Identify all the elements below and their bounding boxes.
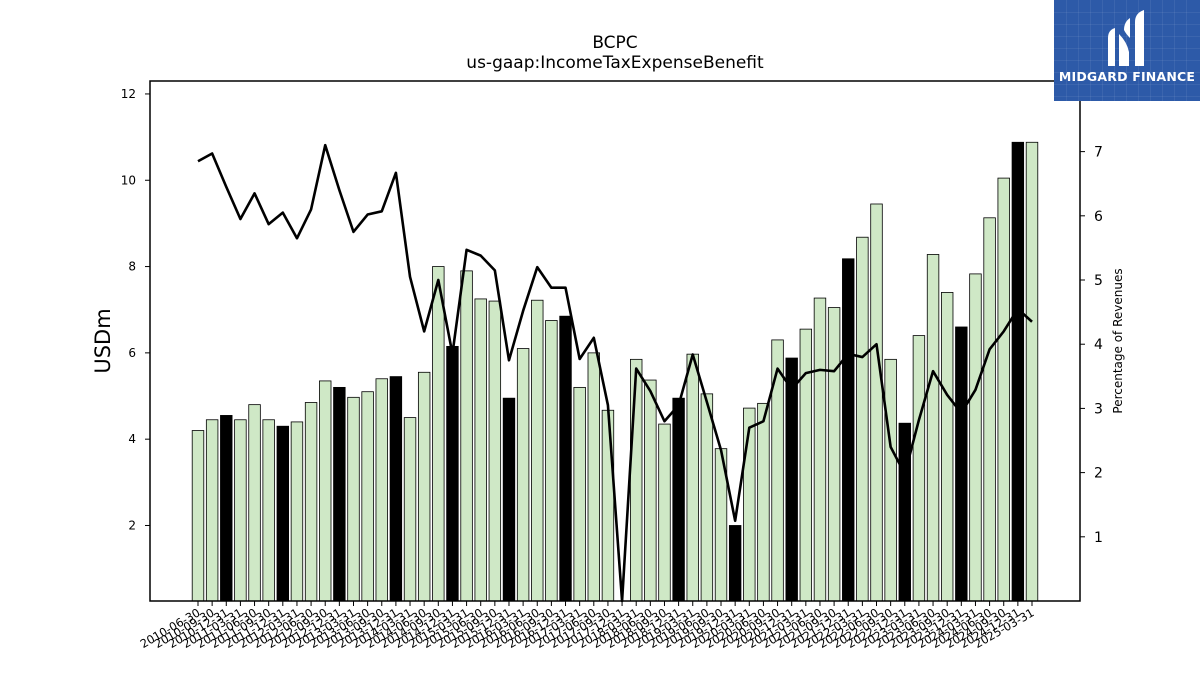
chart-subtitle: us-gaap:IncomeTaxExpenseBenefit [466,53,764,73]
bar [347,396,360,602]
bar [1011,141,1025,602]
bar [644,379,657,602]
bar [375,378,388,602]
y2-axis-label: Percentage of Revenues [1111,268,1125,413]
y-tick-label: 2 [128,518,136,532]
bar [290,421,304,602]
midgard-m-logo-icon [1108,10,1144,66]
bar [488,300,502,602]
bar [969,273,982,602]
brand-name: MIDGARD FINANCE [1058,69,1196,84]
bar [686,353,699,602]
x-axis: 2010-06-302010-09-302010-12-312011-03-31… [138,601,1037,651]
y2-tick-label: 4 [1094,337,1103,353]
bar [502,397,516,602]
bar [417,371,431,602]
bar [220,415,233,602]
bar [262,419,275,602]
bar [728,525,742,602]
chart-title: BCPC [592,33,637,53]
y2-tick-label: 5 [1094,273,1103,289]
bar [304,402,318,602]
bar [432,266,445,602]
bar [587,352,600,602]
bar [545,320,558,602]
bar [1025,141,1039,602]
bar [516,348,530,602]
y-tick-label: 10 [121,173,136,187]
y2-tick-label: 3 [1094,401,1103,417]
bar [672,397,685,602]
bar [912,335,926,602]
bar [898,422,911,602]
y2-tick-label: 7 [1094,145,1103,161]
bar [658,423,671,602]
bar [446,345,459,602]
bar [997,177,1010,602]
series-line [197,143,1033,603]
y-axis-left: 2 4 6 8 10 12 [121,87,150,532]
y2-tick-label: 6 [1094,209,1103,225]
bar [856,236,869,602]
y-tick-label: 12 [121,87,136,101]
bar [389,376,403,602]
brand-logo-box: MIDGARD FINANCE [1054,0,1200,101]
bar [743,407,756,602]
bar [955,326,968,602]
bar [827,307,841,602]
bar [234,419,247,602]
bar [474,298,487,602]
bar [983,217,996,602]
y-tick-label: 6 [128,346,136,360]
bar [276,425,290,602]
bar [248,404,261,602]
bar [700,393,714,602]
plot-frame [149,80,1081,602]
bar [601,409,615,602]
bar [926,254,940,602]
bar [531,299,544,602]
bar [319,380,332,602]
bar [205,419,219,602]
bar [757,402,770,602]
y2-tick-label: 2 [1094,466,1103,482]
y2-tick-label: 1 [1094,530,1103,546]
y-axis-right: 1 2 3 4 5 6 7 [1080,145,1103,546]
bar [559,315,572,602]
bar [842,258,855,602]
y-axis-label: USDm [91,308,115,373]
bar [191,430,205,602]
bar [361,391,374,602]
bar [940,292,954,602]
line-layer [197,143,1033,603]
y-tick-label: 8 [128,260,136,274]
bar [460,270,473,602]
bar [333,386,346,602]
bar [785,357,798,602]
bar [403,417,417,602]
bars-layer [191,141,1039,602]
bar [573,386,586,602]
bar [884,358,897,602]
bar [630,358,643,602]
bar [799,328,813,602]
y-tick-label: 4 [128,432,136,446]
bar [870,203,883,602]
bar [813,297,827,602]
